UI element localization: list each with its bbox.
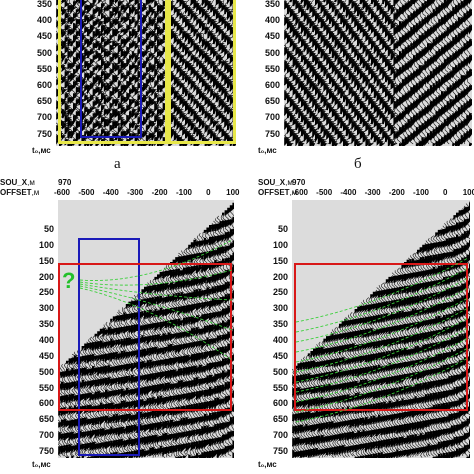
top-left-seismic-image bbox=[56, 0, 236, 146]
x-tick-label: 0 bbox=[206, 188, 211, 197]
y-tick-label: 100 bbox=[38, 239, 54, 250]
y-tick-label: 50 bbox=[277, 224, 288, 234]
caption-a: а bbox=[114, 156, 121, 172]
y-tick-label: 500 bbox=[38, 366, 54, 377]
x-tick-label: -400 bbox=[340, 188, 357, 197]
y-tick-label: 250 bbox=[272, 287, 288, 298]
x-tick-label: -200 bbox=[151, 188, 168, 197]
bottom-left-gather-image bbox=[58, 200, 234, 458]
y-tick-label: 100 bbox=[272, 239, 288, 250]
y-tick-label: 300 bbox=[38, 303, 54, 314]
x-tick-label: -600 bbox=[53, 188, 71, 197]
bottom-left-unit-label: t₀,мс bbox=[32, 460, 51, 469]
y-tick-label: 450 bbox=[36, 31, 52, 42]
top-left-unit-label: t₀,мс bbox=[32, 146, 51, 155]
x-tick-label: -100 bbox=[412, 188, 430, 197]
caption-b: б bbox=[354, 156, 362, 172]
sou-x-label-left: SOU_X,м bbox=[0, 178, 35, 187]
y-tick-label: 200 bbox=[38, 271, 54, 282]
y-tick-label: 150 bbox=[272, 255, 288, 266]
x-tick-label: -100 bbox=[175, 188, 193, 197]
y-tick-label: 700 bbox=[38, 430, 54, 441]
y-tick-label: 250 bbox=[38, 287, 54, 298]
y-tick-label: 700 bbox=[272, 430, 288, 441]
x-tick-label: 100 bbox=[462, 188, 474, 197]
x-tick-label: 0 bbox=[442, 188, 448, 197]
y-tick-label: 650 bbox=[264, 96, 280, 107]
y-tick-label: 750 bbox=[36, 128, 52, 139]
y-tick-label: 400 bbox=[36, 15, 52, 26]
bottom-right-gather-image bbox=[292, 200, 470, 458]
y-tick-label: 700 bbox=[264, 112, 280, 123]
sou-x-value-left: 970 bbox=[58, 178, 72, 187]
sou-x-value-right: 970 bbox=[292, 178, 306, 187]
top-right-unit-label: t₀,мс bbox=[258, 146, 277, 155]
x-tick-label: -500 bbox=[78, 188, 95, 197]
y-tick-label: 700 bbox=[36, 112, 52, 123]
y-tick-label: 550 bbox=[264, 63, 280, 74]
x-tick-label: -200 bbox=[388, 188, 405, 197]
y-tick-label: 150 bbox=[38, 255, 54, 266]
y-tick-label: 300 bbox=[272, 303, 288, 314]
y-tick-label: 600 bbox=[272, 398, 288, 409]
x-tick-label: -300 bbox=[364, 188, 381, 197]
top-right-seismic-image bbox=[284, 0, 472, 146]
y-tick-label: 50 bbox=[43, 224, 54, 234]
y-tick-label: 450 bbox=[38, 350, 54, 361]
x-tick-label: -600 bbox=[291, 188, 309, 197]
y-tick-label: 600 bbox=[38, 398, 54, 409]
y-tick-label: 350 bbox=[272, 319, 288, 330]
y-tick-label: 600 bbox=[264, 80, 280, 90]
y-tick-label: 350 bbox=[38, 319, 54, 330]
y-tick-label: 650 bbox=[272, 414, 288, 425]
x-tick-label: 100 bbox=[226, 188, 240, 197]
y-tick-label: 750 bbox=[38, 445, 54, 456]
y-tick-label: 400 bbox=[264, 15, 280, 26]
x-tick-label: -400 bbox=[102, 188, 119, 197]
y-tick-label: 600 bbox=[36, 80, 52, 90]
y-tick-label: 500 bbox=[36, 47, 52, 58]
y-tick-label: 500 bbox=[264, 47, 280, 58]
y-tick-label: 500 bbox=[272, 366, 288, 377]
y-tick-label: 450 bbox=[264, 31, 280, 42]
y-tick-label: 550 bbox=[38, 382, 54, 393]
y-tick-label: 650 bbox=[38, 414, 54, 425]
bottom-right-unit-label: t₀,мс bbox=[258, 460, 277, 469]
y-tick-label: 750 bbox=[272, 445, 288, 456]
x-tick-label: -500 bbox=[316, 188, 333, 197]
y-tick-label: 550 bbox=[272, 382, 288, 393]
offset-label-left: OFFSET,м bbox=[0, 188, 40, 197]
y-tick-label: 650 bbox=[36, 96, 52, 107]
x-tick-label: -300 bbox=[127, 188, 144, 197]
y-tick-label: 200 bbox=[272, 271, 288, 282]
y-tick-label: 550 bbox=[36, 63, 52, 74]
y-tick-label: 400 bbox=[38, 334, 54, 345]
sou-x-label-right: SOU_X,м bbox=[258, 178, 293, 187]
offset-label-right: OFFSET,м bbox=[258, 188, 298, 197]
y-tick-label: 400 bbox=[272, 334, 288, 345]
y-tick-label: 350 bbox=[264, 0, 280, 9]
question-mark: ? bbox=[62, 268, 76, 293]
y-tick-label: 450 bbox=[272, 350, 288, 361]
y-tick-label: 350 bbox=[36, 0, 52, 9]
y-tick-label: 750 bbox=[264, 128, 280, 139]
